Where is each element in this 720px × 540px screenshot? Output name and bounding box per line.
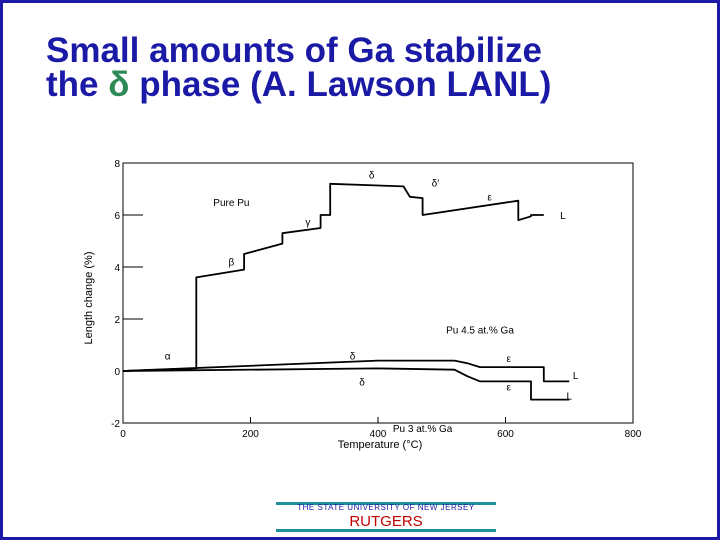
chart-series <box>122 182 570 401</box>
chart-annotation: α <box>165 351 171 362</box>
series-line-0 <box>122 182 544 372</box>
chart-annotation: δ <box>350 351 356 362</box>
footer-university: THE STATE UNIVERSITY OF NEW JERSEY <box>297 503 475 512</box>
chart-annotation: ε <box>506 383 511 394</box>
plot-frame <box>122 162 634 424</box>
footer-brand: RUTGERS <box>349 513 423 530</box>
x-tick-label: 0 <box>120 429 126 440</box>
y-tick-label: 2 <box>114 315 120 326</box>
x-tick-label: 400 <box>370 429 387 440</box>
y-axis-label: Length change (%) <box>83 252 95 345</box>
footer-rule-top <box>276 502 496 505</box>
title-greek-delta: δ <box>108 65 130 104</box>
chart-annotation: δ <box>359 377 365 388</box>
title-prefix: the <box>46 65 109 104</box>
chart-annotation: L <box>560 211 566 222</box>
y-tick-label: 6 <box>114 211 120 222</box>
chart-annotation: Pure Pu <box>213 198 249 209</box>
x-axis-label: Temperature (°C) <box>338 439 422 451</box>
chart-annotation: L <box>573 371 579 382</box>
chart-annotation: δ <box>369 171 375 182</box>
series-line-2 <box>122 367 570 401</box>
chart-annotation: ε <box>487 193 492 204</box>
chart-annotation: Pu 3 at.% Ga <box>393 424 453 435</box>
slide-title: Small amounts of Ga stabilize the δ phas… <box>46 31 552 104</box>
y-tick-label: 8 <box>114 159 120 170</box>
chart-annotation: ε <box>506 354 511 365</box>
chart-annotations: Pure Pu α β γ δ δ′ ε L Pu 4.5 at.% Ga δ ε Lδ ε L Pu 3 … <box>165 171 579 436</box>
chart-annotation: β <box>228 258 234 269</box>
footer-rule-bottom <box>276 529 496 532</box>
series-line-1 <box>122 359 570 383</box>
y-tick-label: 4 <box>114 263 120 274</box>
y-tick-label: -2 <box>111 419 120 430</box>
chart-annotation: L <box>566 392 572 403</box>
chart-annotation: Pu 4.5 at.% Ga <box>446 325 514 336</box>
title-line1: Small amounts of Ga stabilize <box>46 31 542 70</box>
x-tick-label: 200 <box>242 429 259 440</box>
chart-annotation: γ <box>305 217 310 228</box>
x-tick-label: 800 <box>625 429 642 440</box>
title-suffix: phase (A. Lawson LANL) <box>129 65 552 104</box>
x-tick-label: 600 <box>497 429 514 440</box>
chart-annotation: δ′ <box>432 178 440 189</box>
y-tick-label: 0 <box>114 367 120 378</box>
